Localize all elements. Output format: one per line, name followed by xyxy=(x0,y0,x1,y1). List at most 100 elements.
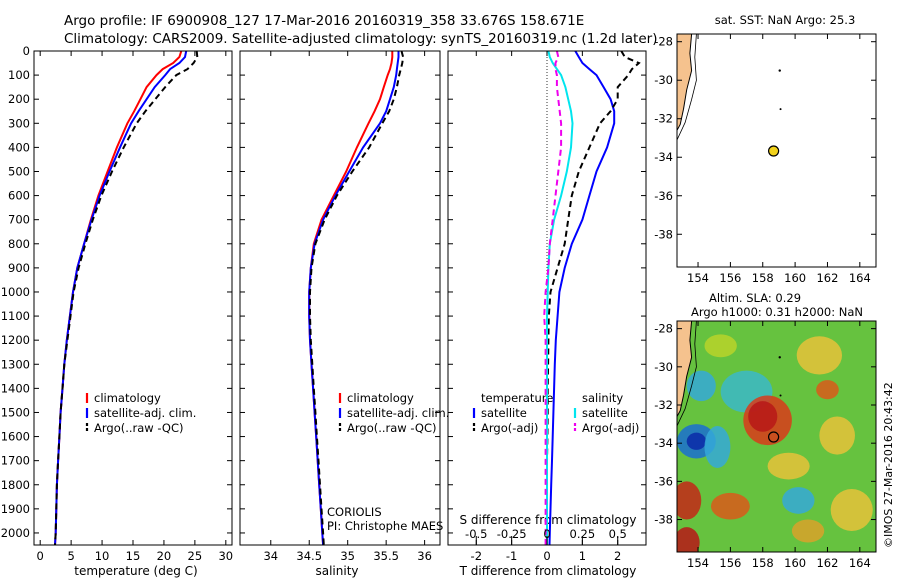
map-sla-ytick-label-2: -32 xyxy=(654,398,673,412)
map-sst-ytick-label-0: -28 xyxy=(654,35,673,49)
sla-blob-1 xyxy=(686,432,707,450)
sla-blob-13 xyxy=(830,489,873,531)
map-sst-ytick-label-4: -36 xyxy=(654,189,673,203)
sla-blob-11 xyxy=(819,416,855,455)
map-sla-frame xyxy=(676,320,877,553)
difference-series-0 xyxy=(548,51,616,545)
sla-blob-8 xyxy=(677,481,702,520)
salinity-xtick-label-1: 34.5 xyxy=(296,549,322,563)
difference-xtick-top-label-3: 0.25 xyxy=(570,527,596,541)
header-line2: Climatology: CARS2009. Satellite-adjuste… xyxy=(64,31,657,47)
map-sla-ytick-label-4: -36 xyxy=(654,474,673,488)
island-dot xyxy=(778,356,781,359)
sla-blob-12 xyxy=(767,452,810,480)
depth-tick-label-11: 1100 xyxy=(1,309,30,323)
depth-tick-label-17: 1700 xyxy=(1,454,30,468)
map-sst-xtick-label-5: 164 xyxy=(849,271,871,285)
map-sla-xtick-label-4: 162 xyxy=(816,556,838,570)
difference-xtick-top-label-0: -0.5 xyxy=(465,527,487,541)
depth-tick-label-6: 600 xyxy=(8,189,30,203)
map-sla-xtick-label-3: 160 xyxy=(784,556,806,570)
depth-tick-label-16: 1600 xyxy=(1,430,30,444)
map-sla-title-line1: Altim. SLA: 0.29 xyxy=(709,291,801,305)
sal-legend-0: climatology xyxy=(347,391,414,405)
map-sla-ytick-label-3: -34 xyxy=(654,436,673,450)
map-sst-xtick-label-2: 158 xyxy=(752,271,774,285)
diff-legend-sal-satellite: satellite xyxy=(582,406,628,420)
salinity-frame xyxy=(239,50,441,546)
difference-series-3 xyxy=(543,51,563,545)
annotation-coriolis: CORIOLIS xyxy=(327,505,382,519)
temperature-xtick-label-3: 15 xyxy=(126,549,141,563)
land-polygon xyxy=(677,34,693,131)
depth-tick-label-9: 900 xyxy=(8,261,30,275)
salinity-xtick-label-0: 34 xyxy=(263,549,278,563)
island-dot xyxy=(779,394,782,397)
depth-tick-label-7: 700 xyxy=(8,213,30,227)
temperature-xtick-label-2: 10 xyxy=(95,549,110,563)
difference-xtick-label-0: -2 xyxy=(471,549,482,563)
map-sst-ytick-label-1: -30 xyxy=(654,73,673,87)
sla-blob-2 xyxy=(686,370,716,402)
coastline-contour xyxy=(677,321,697,427)
depth-tick-label-2: 200 xyxy=(8,92,30,106)
temperature-xtick-label-6: 30 xyxy=(218,549,233,563)
map-sla-ytick-label-5: -38 xyxy=(654,513,673,527)
map-sst-ytick-label-3: -34 xyxy=(654,150,673,164)
difference-xtick-label-3: 1 xyxy=(579,549,586,563)
diff-legend-temp-satellite: satellite xyxy=(481,406,527,420)
map-sla-title-line2: Argo h1000: 0.31 h2000: NaN xyxy=(691,305,863,319)
depth-tick-label-14: 1400 xyxy=(1,381,30,395)
temp-legend-1: satellite-adj. clim. xyxy=(94,406,196,420)
temp-legend-0: climatology xyxy=(94,391,161,405)
difference-xtick-top-label-1: -0.25 xyxy=(497,527,527,541)
salinity-xtick-label-4: 36 xyxy=(417,549,432,563)
map-sst-frame xyxy=(676,33,877,268)
map-sst-float-marker xyxy=(768,145,780,157)
header-line1: Argo profile: IF 6900908_127 17-Mar-2016… xyxy=(64,13,584,29)
sal-legend-1: satellite-adj. clim. xyxy=(347,406,449,420)
map-sla-layer xyxy=(677,321,876,552)
temperature-series-1 xyxy=(54,51,188,545)
annotation-pi: PI: Christophe MAES xyxy=(327,519,443,533)
credit-text: ©IMOS 27-Mar-2016 20:43:42 xyxy=(882,382,895,548)
depth-tick-label-8: 800 xyxy=(8,237,30,251)
sla-blob-7 xyxy=(748,401,778,432)
salinity-xtick-label-2: 35 xyxy=(340,549,355,563)
difference-xtick-label-1: -1 xyxy=(506,549,517,563)
depth-tick-label-19: 1900 xyxy=(1,502,30,516)
depth-tick-label-12: 1200 xyxy=(1,333,30,347)
map-sla-ytick-label-0: -28 xyxy=(654,322,673,336)
map-sst-xtick-label-1: 156 xyxy=(719,271,741,285)
difference-xtick-top-label-2: 0 xyxy=(543,527,550,541)
sla-blob-4 xyxy=(704,426,731,468)
depth-tick-label-4: 400 xyxy=(8,140,30,154)
temperature-xtick-label-0: 0 xyxy=(37,549,44,563)
island-dot xyxy=(778,69,781,72)
island-dot xyxy=(779,108,782,111)
sal-xlabel: salinity xyxy=(315,564,358,578)
difference-xtick-top-label-4: 0.5 xyxy=(609,527,627,541)
depth-tick-label-0: 0 xyxy=(23,44,30,58)
coastline-contour xyxy=(677,34,697,141)
temperature-xtick-label-1: 5 xyxy=(67,549,74,563)
sal-legend-2: Argo(..raw -QC) xyxy=(347,421,437,435)
diff-legend-temp-argo: Argo(-adj) xyxy=(481,421,538,435)
sla-blob-5 xyxy=(782,487,815,514)
depth-tick-label-20: 2000 xyxy=(1,526,30,540)
depth-tick-label-3: 300 xyxy=(8,116,30,130)
sla-blob-14 xyxy=(796,336,843,375)
depth-tick-label-5: 500 xyxy=(8,164,30,178)
map-sst-ytick-label-2: -32 xyxy=(654,112,673,126)
sla-blob-15 xyxy=(816,380,839,400)
temp-xlabel: temperature (deg C) xyxy=(74,564,197,578)
map-sst-xtick-label-0: 154 xyxy=(687,271,709,285)
depth-tick-label-1: 100 xyxy=(8,68,30,82)
sla-blob-17 xyxy=(791,519,825,543)
depth-tick-label-15: 1500 xyxy=(1,405,30,419)
sla-blob-9 xyxy=(677,527,700,552)
map-sst-xtick-label-4: 162 xyxy=(816,271,838,285)
temperature-series-0 xyxy=(54,51,183,545)
map-sla-float-marker xyxy=(768,431,780,443)
